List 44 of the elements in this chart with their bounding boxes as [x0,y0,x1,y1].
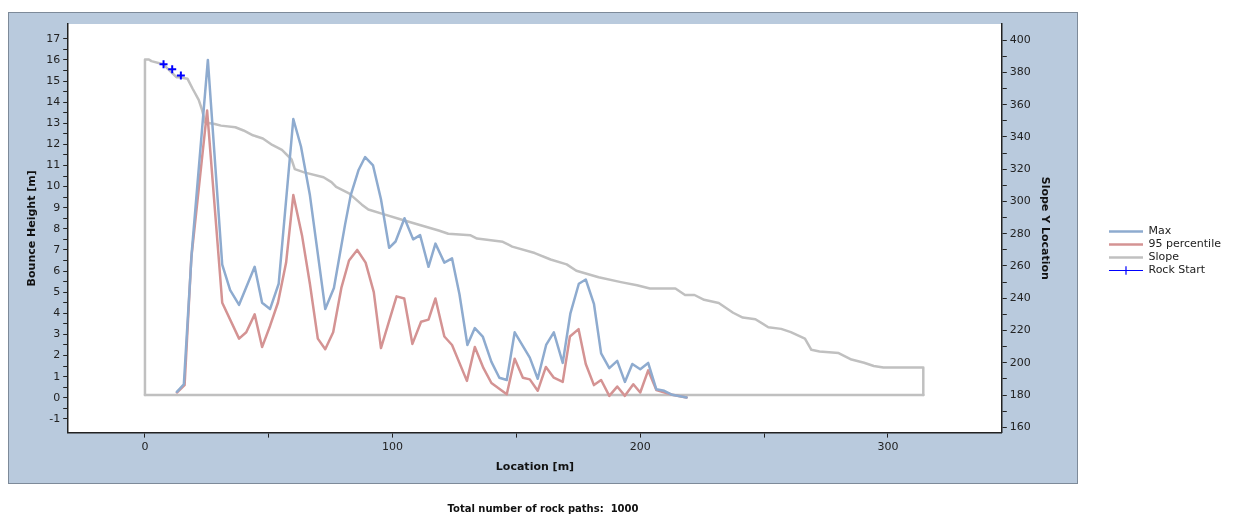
x-tick-label: 300 [877,440,899,454]
y2-axis-title: Slope Y Location [1038,176,1052,280]
legend-label: 95 percentile [1148,237,1222,251]
y-tick-label: 6 [53,263,61,277]
y-tick-label: 17 [46,31,61,45]
y2-tick-label: 180 [1009,387,1031,401]
y2-tick-label: 240 [1009,291,1031,305]
y2-tick-label: 340 [1009,129,1031,143]
y-tick-label: -1 [49,411,61,425]
y-tick-label: 7 [53,242,61,256]
y-tick-label: 14 [46,94,61,108]
x-tick-label: 200 [629,440,651,454]
y-tick-label: 10 [46,179,61,193]
y2-tick-label: 360 [1009,97,1031,111]
y-tick-label: 15 [46,73,61,87]
y2-tick-label: 280 [1009,226,1031,240]
y-axis-title: Bounce Height [m] [25,170,39,287]
x-axis-title: Location [m] [495,460,575,474]
y-tick-label: 1 [53,369,61,383]
y-tick-label: 0 [53,390,61,404]
y-tick-label: 16 [46,52,61,66]
legend-label: Rock Start [1148,263,1206,277]
text: Total number of rock paths: 1000 [446,503,640,514]
y2-tick-label: 320 [1009,162,1031,176]
y-tick-label: 4 [53,306,61,320]
legend-label: Max [1148,224,1172,238]
y-tick-label: 12 [46,137,61,151]
y-tick-label: 9 [53,200,61,214]
x-tick-label: 100 [382,440,404,454]
y-tick-label: 8 [53,221,61,235]
y-tick-label: 5 [53,285,61,299]
y-tick-label: 13 [46,116,61,130]
y-tick-label: 3 [53,327,61,341]
x-tick-label: 0 [141,440,149,454]
y2-tick-label: 200 [1009,355,1031,369]
legend-label: Slope [1148,250,1180,264]
y2-tick-label: 220 [1009,323,1031,337]
y-tick-label: 2 [53,348,61,362]
y2-tick-label: 160 [1009,420,1031,434]
y2-tick-label: 400 [1009,32,1031,46]
y2-tick-label: 260 [1009,258,1031,272]
y2-tick-label: 300 [1009,194,1031,208]
y2-tick-label: 380 [1009,65,1031,79]
y-tick-label: 11 [46,158,61,172]
